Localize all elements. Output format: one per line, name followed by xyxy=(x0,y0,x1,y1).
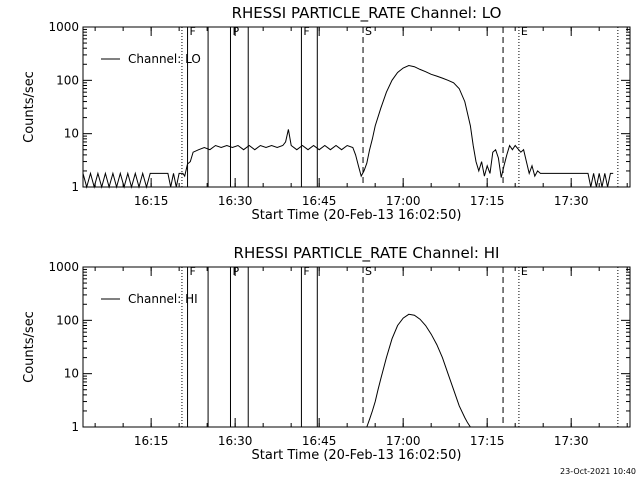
plot-frame xyxy=(82,266,631,428)
y-tick-label: 1 xyxy=(71,420,79,434)
legend-label: Channel: LO xyxy=(128,52,201,66)
x-tick-label: 16:45 xyxy=(302,434,337,448)
event-marker-label: E xyxy=(521,265,528,278)
legend-label: Channel: HI xyxy=(128,292,198,306)
x-tick-label: 16:30 xyxy=(218,194,253,208)
x-tick-label: 17:30 xyxy=(554,434,589,448)
x-tick-label: 16:30 xyxy=(218,434,253,448)
x-tick-label: 17:00 xyxy=(386,434,421,448)
event-marker-label: F xyxy=(303,25,309,38)
event-marker-label: P xyxy=(232,25,239,38)
x-tick-label: 16:15 xyxy=(134,194,169,208)
series-line-lo xyxy=(82,64,614,189)
y-axis-label: Counts/sec xyxy=(22,71,37,143)
panel-lo: RHESSI PARTICLE_RATE Channel: LO 1 10 100 10… xyxy=(22,4,631,223)
x-tick-label: 17:30 xyxy=(554,194,589,208)
panel-hi: RHESSI PARTICLE_RATE Channel: HI 1 10 100 10… xyxy=(22,244,631,463)
y-tick-label: 100 xyxy=(56,313,79,327)
event-marker-label: E xyxy=(521,25,528,38)
event-marker-label: P xyxy=(232,265,239,278)
x-tick-label: 17:15 xyxy=(470,434,505,448)
x-tick-label: 17:00 xyxy=(386,194,421,208)
event-marker-label: F xyxy=(303,265,309,278)
x-tick-label: 17:15 xyxy=(470,194,505,208)
chart-title: RHESSI PARTICLE_RATE Channel: HI xyxy=(234,244,500,263)
y-tick-label: 1000 xyxy=(48,260,79,274)
y-tick-label: 1 xyxy=(71,180,79,194)
y-tick-label: 10 xyxy=(64,367,79,381)
y-tick-label: 10 xyxy=(64,127,79,141)
x-tick-label: 16:15 xyxy=(134,434,169,448)
y-tick-label: 1000 xyxy=(48,20,79,34)
x-axis-label: Start Time (20-Feb-13 16:02:50) xyxy=(252,208,462,223)
x-tick-label: 16:45 xyxy=(302,194,337,208)
event-marker-label: S xyxy=(365,25,372,38)
event-marker-label: F xyxy=(190,265,196,278)
y-tick-label: 100 xyxy=(56,73,79,87)
event-marker-label: F xyxy=(190,25,196,38)
timestamp-label: 23-Oct-2021 10:40 xyxy=(560,467,636,476)
event-marker-label: S xyxy=(365,265,372,278)
x-axis-label: Start Time (20-Feb-13 16:02:50) xyxy=(252,448,462,463)
y-axis-label: Counts/sec xyxy=(22,311,37,383)
chart-title: RHESSI PARTICLE_RATE Channel: LO xyxy=(232,4,502,23)
plot-frame xyxy=(82,26,631,188)
series-line-hi xyxy=(366,313,471,428)
